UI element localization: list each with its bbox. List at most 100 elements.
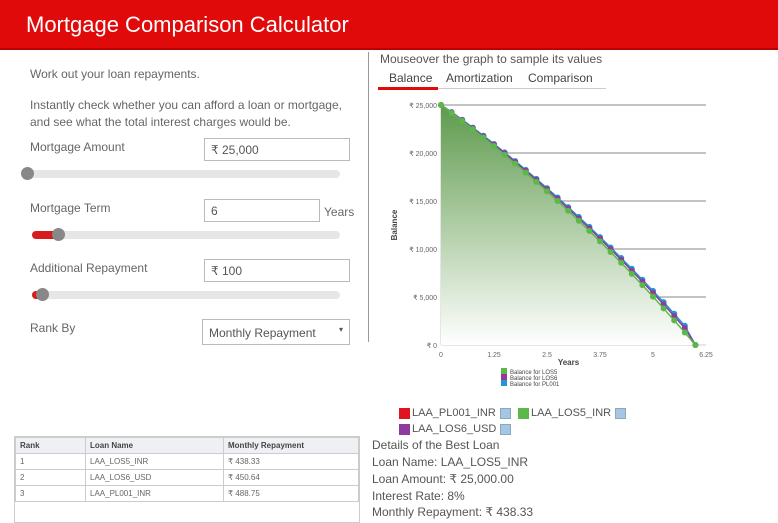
cell: LAA_PL001_INR bbox=[85, 485, 224, 502]
data-point bbox=[681, 325, 688, 332]
rank-by-label: Rank By bbox=[30, 321, 76, 335]
mortgage-amount-label: Mortgage Amount bbox=[30, 140, 125, 154]
best-loan-amount: Loan Amount: ₹ 25,000.00 bbox=[372, 472, 514, 486]
column-header[interactable]: Monthly Repayment bbox=[223, 437, 359, 454]
mortgage-amount-slider[interactable] bbox=[24, 170, 340, 178]
table-row[interactable]: 3 LAA_PL001_INR ₹ 488.75 bbox=[15, 485, 359, 502]
y-tick-label: ₹ 0 bbox=[427, 342, 437, 350]
cell: ₹ 438.33 bbox=[223, 453, 359, 470]
legend-label: Balance for LOS6 bbox=[510, 376, 558, 382]
legend-swatch bbox=[518, 407, 529, 419]
checkbox[interactable] bbox=[500, 423, 512, 435]
app-header: Mortgage Comparison Calculator bbox=[0, 0, 778, 50]
data-point bbox=[544, 188, 550, 195]
data-point bbox=[522, 169, 529, 176]
data-point bbox=[692, 342, 699, 348]
cell: 2 bbox=[15, 469, 86, 486]
data-point bbox=[459, 117, 466, 124]
column-header[interactable]: Rank bbox=[15, 437, 86, 454]
tab-amortization[interactable]: Amortization bbox=[446, 71, 513, 85]
legend-swatch bbox=[501, 380, 507, 386]
cell: LAA_LOS6_USD bbox=[85, 469, 224, 486]
data-point bbox=[565, 207, 572, 214]
data-point bbox=[586, 227, 593, 234]
x-axis-title: Years bbox=[558, 358, 580, 367]
legend-item-los6[interactable]: LAA_LOS6_USD bbox=[399, 423, 512, 435]
data-point bbox=[671, 317, 678, 324]
tab-underline bbox=[378, 88, 606, 89]
legend-label: LAA_LOS6_USD bbox=[412, 423, 497, 435]
x-tick-label: 6.25 bbox=[699, 352, 713, 359]
mortgage-term-slider-handle[interactable] bbox=[52, 228, 65, 241]
chevron-down-icon: ▾ bbox=[338, 325, 343, 334]
x-tick-label: 2.5 bbox=[542, 352, 552, 359]
y-tick-label: ₹ 25,000 bbox=[409, 102, 437, 110]
checkbox[interactable] bbox=[499, 407, 511, 419]
legend-swatch bbox=[501, 374, 507, 380]
balance-chart[interactable]: ₹ 0 ₹ 5,000 ₹ 10,000 ₹ 15,000 ₹ 20,000 ₹ 25,0… bbox=[370, 95, 720, 400]
data-point bbox=[639, 282, 646, 289]
data-point bbox=[438, 102, 444, 108]
x-tick-label: 5 bbox=[651, 352, 655, 359]
y-tick-label: ₹ 20,000 bbox=[409, 150, 437, 158]
legend-swatch bbox=[501, 368, 507, 374]
additional-repayment-label: Additional Repayment bbox=[30, 261, 148, 275]
y-axis-title: Balance bbox=[390, 209, 399, 240]
data-point bbox=[491, 143, 497, 150]
column-header[interactable]: Loan Name bbox=[85, 437, 224, 454]
data-point bbox=[554, 197, 561, 204]
data-point bbox=[448, 109, 455, 116]
legend-item-pl001[interactable]: LAA_PL001_INR bbox=[399, 407, 511, 419]
data-point bbox=[628, 270, 635, 277]
active-tab-indicator bbox=[378, 87, 438, 90]
rank-by-value: Monthly Repayment bbox=[209, 326, 316, 340]
data-point bbox=[650, 293, 656, 300]
table-header-row: Rank Loan Name Monthly Repayment bbox=[15, 437, 359, 454]
table-row[interactable]: 1 LAA_LOS5_INR ₹ 438.33 bbox=[15, 453, 359, 470]
y-tick-label: ₹ 15,000 bbox=[409, 198, 437, 206]
legend-label: LAA_PL001_INR bbox=[412, 407, 496, 419]
legend-swatch bbox=[399, 423, 410, 435]
additional-repayment-input[interactable]: ₹ 100 bbox=[204, 259, 350, 282]
table-row[interactable]: 2 LAA_LOS6_USD ₹ 450.64 bbox=[15, 469, 359, 486]
mortgage-term-unit: Years bbox=[324, 205, 355, 219]
panel-divider bbox=[368, 52, 369, 342]
mortgage-term-slider-fill bbox=[32, 231, 58, 239]
cell: 3 bbox=[15, 485, 86, 502]
legend-item-los5[interactable]: LAA_LOS5_INR bbox=[518, 407, 627, 419]
tab-comparison[interactable]: Comparison bbox=[528, 71, 593, 85]
mortgage-term-input[interactable]: 6 bbox=[204, 199, 320, 222]
graph-hint: Mouseover the graph to sample its values bbox=[380, 52, 603, 66]
x-tick-label: 1.25 bbox=[487, 352, 501, 359]
data-point bbox=[501, 151, 508, 158]
data-point bbox=[480, 134, 487, 141]
rank-by-select[interactable]: Monthly Repayment ▾ bbox=[202, 319, 350, 345]
additional-repayment-slider[interactable] bbox=[32, 291, 340, 299]
cell: 1 bbox=[15, 453, 86, 470]
ranking-table: Rank Loan Name Monthly Repayment 1 LAA_LOS5… bbox=[15, 437, 359, 502]
data-point bbox=[575, 217, 582, 224]
mortgage-term-slider[interactable] bbox=[32, 231, 340, 239]
checkbox[interactable] bbox=[615, 407, 627, 419]
legend-label: Balance for LOS5 bbox=[510, 370, 558, 376]
mortgage-amount-input[interactable]: ₹ 25,000 bbox=[204, 138, 350, 161]
data-point bbox=[597, 238, 603, 245]
description-text: Instantly check whether you can afford a… bbox=[30, 98, 342, 129]
data-point bbox=[512, 160, 519, 167]
data-point bbox=[618, 259, 625, 266]
legend-label: LAA_LOS5_INR bbox=[531, 407, 612, 419]
mortgage-amount-slider-handle[interactable] bbox=[21, 167, 34, 180]
cell: ₹ 450.64 bbox=[223, 469, 359, 486]
data-point bbox=[533, 178, 540, 185]
app-title: Mortgage Comparison Calculator bbox=[26, 12, 349, 37]
data-point bbox=[660, 305, 667, 312]
additional-repayment-slider-handle[interactable] bbox=[36, 288, 49, 301]
ranking-table-container: Rank Loan Name Monthly Repayment 1 LAA_LOS5… bbox=[14, 436, 360, 523]
best-loan-title: Details of the Best Loan bbox=[372, 438, 500, 452]
tab-balance[interactable]: Balance bbox=[389, 71, 433, 85]
cell: ₹ 488.75 bbox=[223, 485, 359, 502]
balance-area bbox=[441, 105, 696, 345]
best-loan-interest-rate: Interest Rate: 8% bbox=[372, 489, 465, 503]
data-point bbox=[681, 329, 688, 336]
x-tick-label: 3.75 bbox=[593, 352, 607, 359]
